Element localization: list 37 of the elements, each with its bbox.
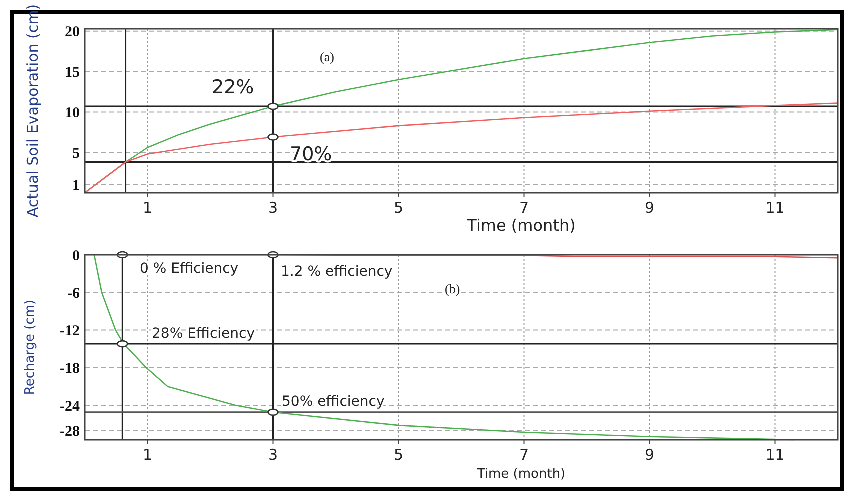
x-axis-title: Time (month) bbox=[476, 467, 566, 482]
line-series bbox=[84, 29, 839, 194]
y-tick-label: -18 bbox=[60, 361, 80, 378]
x-tick-label: 1 bbox=[142, 199, 153, 217]
y-tick-label: -6 bbox=[68, 286, 80, 302]
y-tick-label: 0 bbox=[72, 248, 80, 264]
y-tick-label: 1 bbox=[72, 178, 80, 194]
y-tick-label: -28 bbox=[60, 424, 80, 440]
annotation: 1.2 % efficiency bbox=[281, 264, 393, 280]
x-tick-label: 1 bbox=[142, 446, 153, 464]
y-tick-label: -12 bbox=[60, 324, 80, 340]
annotation: 22% bbox=[212, 76, 254, 99]
y-tick-label: -24 bbox=[60, 398, 80, 415]
y-tick-label: 15 bbox=[65, 65, 80, 82]
annotation: (b) bbox=[445, 282, 460, 297]
x-tick-label: 3 bbox=[268, 446, 278, 464]
x-tick-label: 3 bbox=[268, 199, 278, 217]
y-tick-label: 5 bbox=[72, 146, 80, 162]
y-axis-title: Actual Soil Evaporation (cm) bbox=[24, 4, 42, 218]
y-tick-label: 20 bbox=[65, 24, 80, 41]
annotation: 70% bbox=[290, 144, 332, 166]
x-tick-label: 11 bbox=[766, 446, 785, 464]
x-tick-label: 9 bbox=[644, 199, 655, 217]
x-axis-title: Time (month) bbox=[466, 216, 576, 235]
x-tick-label: 7 bbox=[519, 199, 530, 217]
line-series bbox=[84, 102, 839, 194]
y-tick-label: 10 bbox=[65, 105, 80, 122]
x-tick-label: 11 bbox=[766, 199, 785, 217]
x-tick-label: 5 bbox=[394, 199, 404, 217]
x-tick-label: 7 bbox=[519, 446, 530, 464]
y-axis-title: Recharge (cm) bbox=[23, 300, 38, 396]
annotation: 0 % Efficiency bbox=[140, 260, 239, 277]
annotation: (a) bbox=[320, 50, 334, 65]
annotation: 28% Efficiency bbox=[152, 326, 256, 342]
x-tick-label: 5 bbox=[394, 446, 404, 464]
x-tick-label: 9 bbox=[644, 446, 655, 464]
annotation: 50% efficiency bbox=[282, 394, 385, 410]
